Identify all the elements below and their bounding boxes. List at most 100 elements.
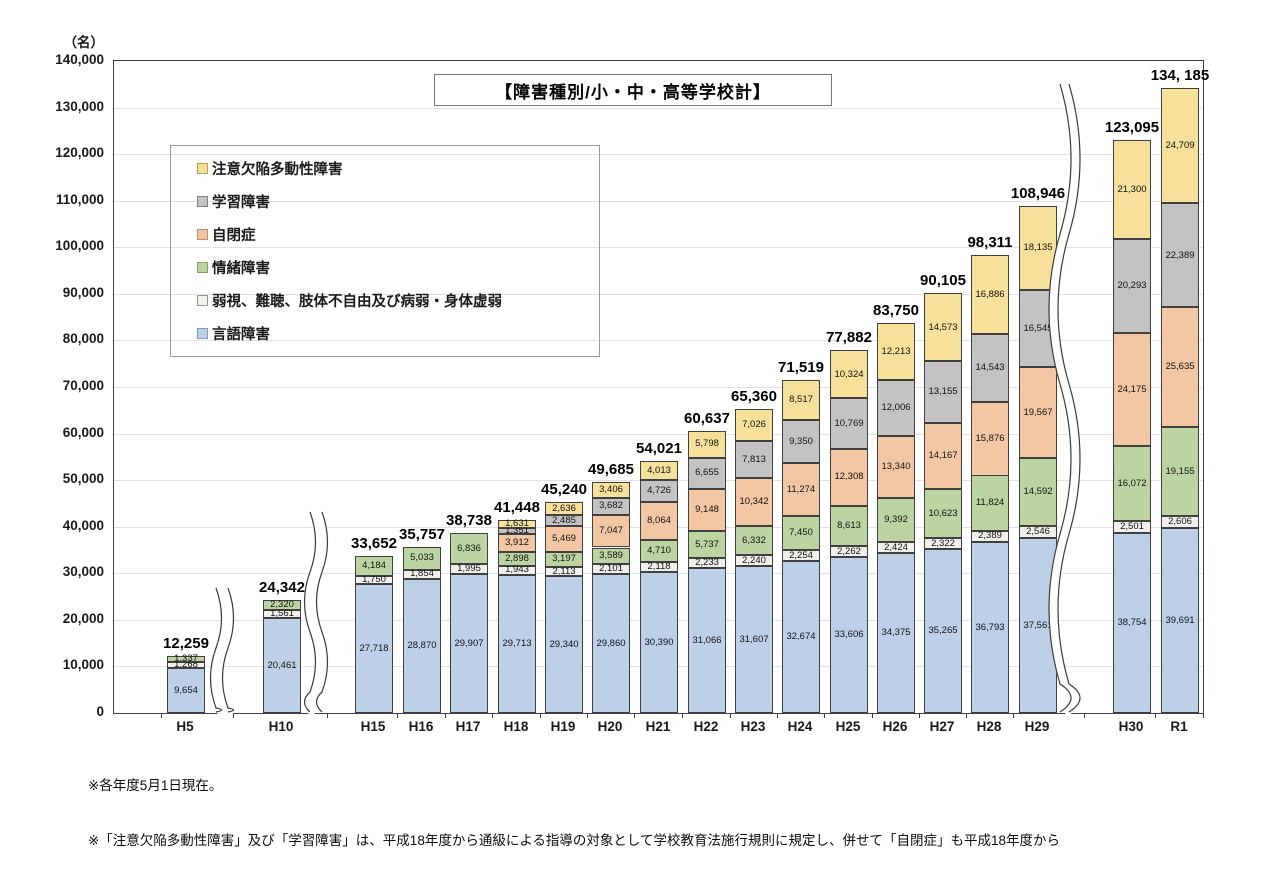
bar-segment-H18: 2,898 xyxy=(498,552,536,566)
bar-segment-value: 36,793 xyxy=(975,621,1005,633)
bar-segment-value: 16,545 xyxy=(1023,322,1053,334)
bar-segment-value: 12,006 xyxy=(881,402,911,414)
bar-segment-H19: 5,469 xyxy=(545,526,583,552)
y-axis-unit-label: （名） xyxy=(63,35,105,50)
gridline xyxy=(114,154,1203,156)
bar-segment-value: 4,726 xyxy=(647,485,671,497)
x-axis-label-H19: H19 xyxy=(550,719,576,734)
bar-segment-H23: 7,813 xyxy=(735,441,773,478)
x-axis-label-H27: H27 xyxy=(929,719,955,734)
legend-swatch-icon xyxy=(197,163,208,174)
bar-segment-value: 2,485 xyxy=(552,514,576,526)
bar-segment-H28: 36,793 xyxy=(971,541,1009,713)
bar-segment-H24: 7,450 xyxy=(782,515,820,551)
bar-segment-value: 2,606 xyxy=(1168,516,1192,528)
bar-total-label: 65,360 xyxy=(731,387,777,405)
x-axis-label-H26: H26 xyxy=(882,719,908,734)
bar-segment-value: 9,392 xyxy=(884,514,908,526)
bar-segment-H20: 2,101 xyxy=(592,564,630,574)
footnote-line: ※各年度5月1日現在。 xyxy=(88,778,223,794)
gridline xyxy=(114,387,1203,388)
bar-segment-H27: 13,155 xyxy=(924,361,962,423)
bar-segment-H26: 12,213 xyxy=(877,322,915,380)
bar-segment-value: 22,389 xyxy=(1165,249,1195,261)
y-axis-tick-label: 50,000 xyxy=(62,471,104,487)
bar-segment-H10: 20,461 xyxy=(263,617,301,713)
bar-segment-value: 8,517 xyxy=(789,394,813,406)
x-axis-label-H18: H18 xyxy=(503,719,529,734)
x-axis-label-H15: H15 xyxy=(360,719,386,734)
bar-total-label: 54,021 xyxy=(636,440,682,458)
bar-segment-H5: 1,268 xyxy=(167,660,205,669)
bar-segment-value: 14,167 xyxy=(928,449,958,461)
bar-segment-value: 34,375 xyxy=(881,627,911,639)
bar-segment-H22: 6,655 xyxy=(688,457,726,489)
bar-segment-H23: 6,332 xyxy=(735,525,773,556)
bar-segment-H21: 4,013 xyxy=(640,461,678,481)
legend-item-1: 学習障害 xyxy=(197,191,599,212)
bar-segment-value: 29,860 xyxy=(596,637,626,649)
bar-segment-value: 2,113 xyxy=(552,565,576,577)
bar-segment-H30: 20,293 xyxy=(1113,238,1151,334)
bar-segment-value: 5,737 xyxy=(695,538,719,550)
bar-segment-H25: 2,262 xyxy=(830,546,868,557)
bar-segment-value: 9,654 xyxy=(174,684,198,696)
bar-segment-R1: 2,606 xyxy=(1161,516,1199,529)
bar-segment-H25: 8,613 xyxy=(830,505,868,546)
bar-segment-value: 2,501 xyxy=(1120,520,1144,532)
bar-segment-H16: 28,870 xyxy=(403,578,441,713)
bar-total-label: 83,750 xyxy=(873,302,919,319)
bar-segment-value: 2,389 xyxy=(978,530,1002,542)
plot-area: 9,654 1,268 1,337 12,259 20,461 1,561 2,320 24,… xyxy=(113,60,1209,714)
bar-segment-value: 31,607 xyxy=(739,633,769,645)
y-axis-tick-label: 90,000 xyxy=(62,284,104,300)
bar-segment-value: 37,561 xyxy=(1023,619,1053,631)
x-axis-label-H23: H23 xyxy=(740,719,766,734)
legend-swatch-icon xyxy=(197,229,208,240)
y-axis-tick-label: 110,000 xyxy=(55,191,104,207)
bar-total-label: 12,259 xyxy=(163,634,209,652)
x-axis-tick xyxy=(397,713,398,718)
bar-segment-H27: 2,322 xyxy=(924,538,962,549)
bar-segment-H20: 3,682 xyxy=(592,497,630,515)
x-axis-tick xyxy=(682,713,683,718)
bar-segment-value: 10,342 xyxy=(739,496,769,508)
legend-label: 注意欠陥多動性障害 xyxy=(212,162,343,178)
y-axis-tick-label: 80,000 xyxy=(62,331,104,347)
bar-segment-value: 7,450 xyxy=(789,527,813,539)
bar-segment-H5: 9,654 xyxy=(167,668,205,713)
bar-segment-H27: 35,265 xyxy=(924,548,962,713)
bar-segment-value: 35,265 xyxy=(928,625,958,637)
y-axis-tick-label: 0 xyxy=(96,704,104,719)
bar-segment-H23: 2,240 xyxy=(735,555,773,566)
bar-segment-H24: 8,517 xyxy=(782,379,820,420)
bar-segment-H24: 2,254 xyxy=(782,550,820,561)
x-axis-tick xyxy=(444,713,446,718)
bar-segment-H25: 10,769 xyxy=(830,398,868,449)
y-axis-tick-label: 60,000 xyxy=(62,424,104,440)
x-axis-tick xyxy=(586,713,588,718)
legend-label: 情緒障害 xyxy=(212,261,270,277)
bar-total-label: 45,240 xyxy=(541,481,587,499)
bar-segment-value: 1,561 xyxy=(270,608,294,620)
bar-segment-H15: 4,184 xyxy=(355,556,393,576)
bar-segment-value: 25,635 xyxy=(1165,361,1195,373)
bar-segment-H15: 1,750 xyxy=(355,575,393,584)
y-axis-tick-label: 70,000 xyxy=(62,378,104,393)
bar-segment-H20: 3,589 xyxy=(592,547,630,565)
bar-segment-value: 15,876 xyxy=(975,432,1005,444)
bar-segment-value: 1,337 xyxy=(174,653,198,665)
y-axis-tick-label: 30,000 xyxy=(62,564,104,580)
legend-swatch-icon xyxy=(197,262,208,273)
bar-segment-H21: 2,118 xyxy=(640,561,678,572)
bar-segment-H16: 1,854 xyxy=(403,569,441,579)
bar-segment-value: 11,274 xyxy=(786,483,816,495)
y-axis-tick-label: 120,000 xyxy=(55,145,104,161)
bar-segment-H20: 7,047 xyxy=(592,514,630,548)
x-axis-label-H16: H16 xyxy=(408,719,434,734)
x-axis-label-H5: H5 xyxy=(176,719,194,734)
bar-segment-H29: 14,592 xyxy=(1019,458,1057,527)
bar-segment-H25: 12,308 xyxy=(830,448,868,506)
y-axis-tick-label: 140,000 xyxy=(55,52,104,67)
bar-segment-H22: 5,798 xyxy=(688,430,726,458)
